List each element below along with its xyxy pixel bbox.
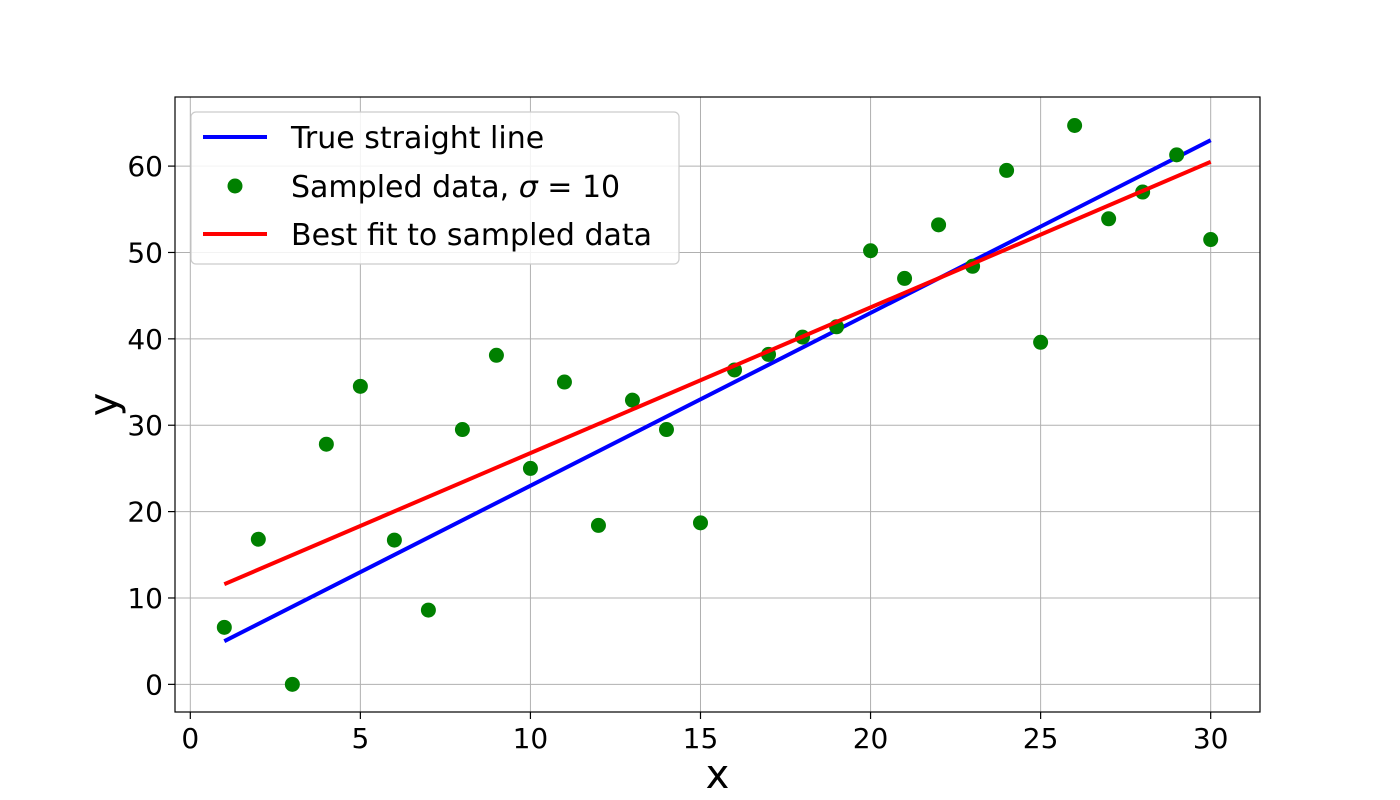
data-point-13 — [658, 422, 674, 438]
y-tick-label-0: 0 — [145, 668, 163, 701]
data-point-7 — [454, 422, 470, 438]
data-point-6 — [420, 602, 436, 618]
data-point-4 — [352, 378, 368, 394]
x-tick-label-5: 25 — [1023, 722, 1059, 755]
data-point-10 — [556, 374, 572, 390]
x-tick-label-6: 30 — [1193, 722, 1229, 755]
data-point-20 — [897, 270, 913, 286]
data-point-8 — [488, 347, 504, 363]
data-point-24 — [1033, 334, 1049, 350]
y-tick-label-6: 60 — [127, 150, 163, 183]
y-axis-label: y — [81, 393, 127, 417]
legend-label-0: True straight line — [290, 121, 544, 156]
x-tick-label-1: 5 — [351, 722, 369, 755]
x-tick-label-0: 0 — [181, 722, 199, 755]
axes-ticks: 0 5 10 15 20 25 30 0 10 20 30 40 50 60 — [127, 150, 1228, 755]
data-point-9 — [522, 460, 538, 476]
series-line-0 — [223, 138, 1212, 643]
grid — [175, 97, 1260, 712]
y-tick-label-2: 20 — [127, 496, 163, 529]
y-tick-label-4: 40 — [127, 323, 163, 356]
x-tick-label-3: 15 — [683, 722, 719, 755]
data-point-11 — [590, 517, 606, 533]
legend: True straight line Sampled data, σ = 10 Be… — [190, 111, 680, 265]
plot-area — [216, 118, 1219, 692]
data-point-19 — [863, 243, 879, 259]
data-point-3 — [318, 436, 334, 452]
data-point-12 — [624, 392, 640, 408]
x-tick-label-4: 20 — [853, 722, 889, 755]
y-tick-label-5: 50 — [127, 236, 163, 269]
legend-label-1: Sampled data, σ = 10 — [291, 170, 620, 205]
data-point-25 — [1067, 118, 1083, 134]
legend-label-2: Best fit to sampled data — [291, 218, 652, 253]
data-point-0 — [216, 619, 232, 635]
y-tick-label-1: 10 — [127, 582, 163, 615]
y-tick-label-3: 30 — [127, 409, 163, 442]
series-line-2 — [223, 159, 1212, 587]
data-point-1 — [250, 531, 266, 547]
data-point-28 — [1169, 147, 1185, 163]
data-point-21 — [931, 217, 947, 233]
plot-frame — [174, 96, 1261, 713]
data-point-14 — [692, 515, 708, 531]
x-axis-label: x — [706, 752, 730, 798]
data-point-29 — [1203, 232, 1219, 248]
data-point-5 — [386, 532, 402, 548]
data-point-2 — [284, 676, 300, 692]
legend-box — [190, 111, 680, 265]
data-point-23 — [999, 162, 1015, 178]
legend-swatch-marker-1 — [227, 178, 243, 194]
x-tick-label-2: 10 — [513, 722, 549, 755]
data-point-26 — [1101, 211, 1117, 227]
